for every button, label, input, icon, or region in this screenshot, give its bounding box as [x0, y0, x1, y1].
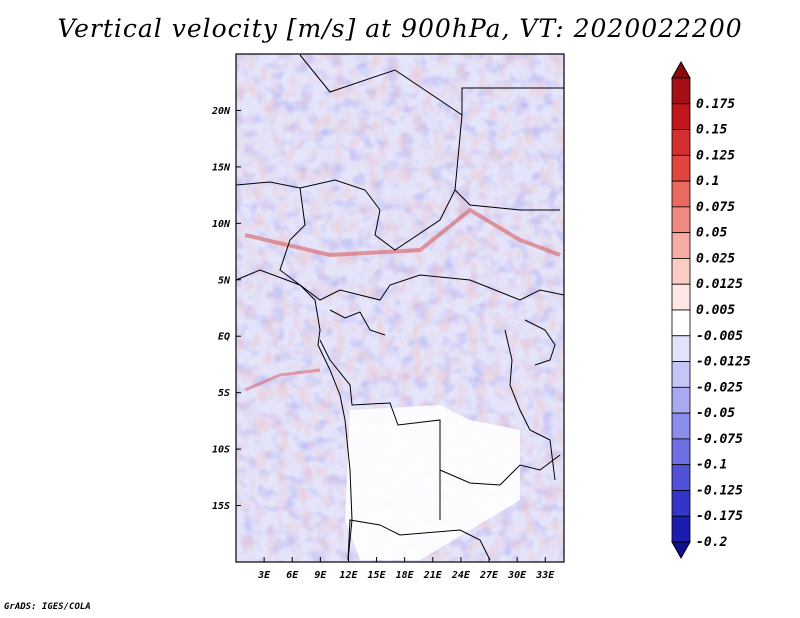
lon-tick-label: 3E — [257, 570, 271, 581]
colorbar-bin — [671, 361, 691, 388]
chart-title: Vertical velocity [m/s] at 900hPa, VT: 2… — [57, 14, 743, 43]
colorbar-bin — [671, 309, 691, 337]
colorbar-bin — [671, 386, 691, 414]
lon-tick-label: 21E — [423, 570, 443, 581]
colorbar-label: 0.005 — [696, 303, 735, 318]
latitude-axis: 20N 15N 10N 5N EQ 5S 10S 15S — [211, 106, 241, 512]
colorbar-bin — [671, 103, 691, 130]
map-frame — [235, 53, 565, 563]
lon-tick-label: 12E — [339, 570, 358, 581]
colorbar-bin — [671, 129, 691, 156]
lon-tick-label: 33E — [535, 570, 555, 581]
lat-tick-label: 20N — [211, 106, 231, 117]
longitude-axis: 3E 6E 9E 12E 15E 18E 21E 24E 27E 30E 33E — [257, 557, 555, 581]
colorbar-bin — [671, 206, 691, 234]
grads-credit: GrADS: IGES/COLA — [4, 602, 91, 612]
colorbar-label: -0.075 — [696, 432, 743, 447]
colorbar-bin — [671, 283, 691, 311]
lon-tick-label: 27E — [479, 570, 499, 581]
colorbar-label: -0.1 — [696, 458, 727, 473]
lat-tick-label: 15N — [212, 162, 231, 173]
colorbar-label: 0.05 — [696, 226, 727, 241]
country-borders — [235, 54, 565, 561]
colorbar-label: -0.025 — [696, 380, 743, 395]
lat-tick-label: 10N — [212, 219, 231, 230]
colorbar-bin — [671, 77, 691, 105]
lon-tick-label: 18E — [396, 570, 415, 581]
colorbar-bin — [671, 412, 691, 440]
lon-tick-label: 30E — [507, 570, 527, 581]
colorbar-label: -0.175 — [696, 509, 743, 524]
colorbar-label: -0.125 — [696, 483, 743, 498]
colorbar-label: 0.1 — [696, 174, 719, 189]
lat-tick-label: EQ — [218, 332, 230, 343]
colorbar-bin — [671, 438, 691, 466]
colorbar-bin — [671, 154, 691, 182]
colorbar-label: -0.2 — [696, 535, 727, 550]
colorbar-bin — [671, 180, 691, 208]
colorbar-label: 0.15 — [696, 123, 727, 138]
colorbar-label: 0.175 — [696, 97, 735, 112]
lat-tick-label: 5N — [218, 275, 231, 286]
lat-tick-label: 10S — [212, 445, 230, 456]
lat-tick-label: 15S — [212, 501, 230, 512]
lon-tick-label: 24E — [451, 570, 471, 581]
colorbar-label: -0.0125 — [696, 355, 751, 370]
map-field — [236, 54, 564, 562]
lon-tick-label: 9E — [314, 570, 327, 581]
colorbar-bin — [671, 515, 691, 543]
colorbar-bin — [671, 258, 691, 285]
colorbar-label: 0.125 — [696, 148, 735, 163]
colorbar: 0.175 0.15 0.125 0.1 0.075 0.05 0.025 0.0125 0.0… — [671, 60, 751, 560]
colorbar-bin — [671, 232, 691, 259]
colorbar-bin — [671, 490, 691, 517]
colorbar-label: 0.075 — [696, 200, 735, 215]
colorbar-label: 0.025 — [696, 251, 735, 266]
colorbar-label: -0.005 — [696, 329, 743, 344]
lon-tick-label: 6E — [286, 570, 299, 581]
colorbar-top-arrow — [671, 60, 691, 79]
lat-tick-label: 5S — [218, 388, 230, 399]
colorbar-bin — [671, 335, 691, 362]
colorbar-label: -0.05 — [696, 406, 735, 421]
colorbar-bottom-arrow — [671, 541, 691, 560]
colorbar-label: 0.0125 — [696, 277, 743, 292]
lon-tick-label: 15E — [368, 570, 387, 581]
colorbar-bin — [671, 464, 691, 491]
